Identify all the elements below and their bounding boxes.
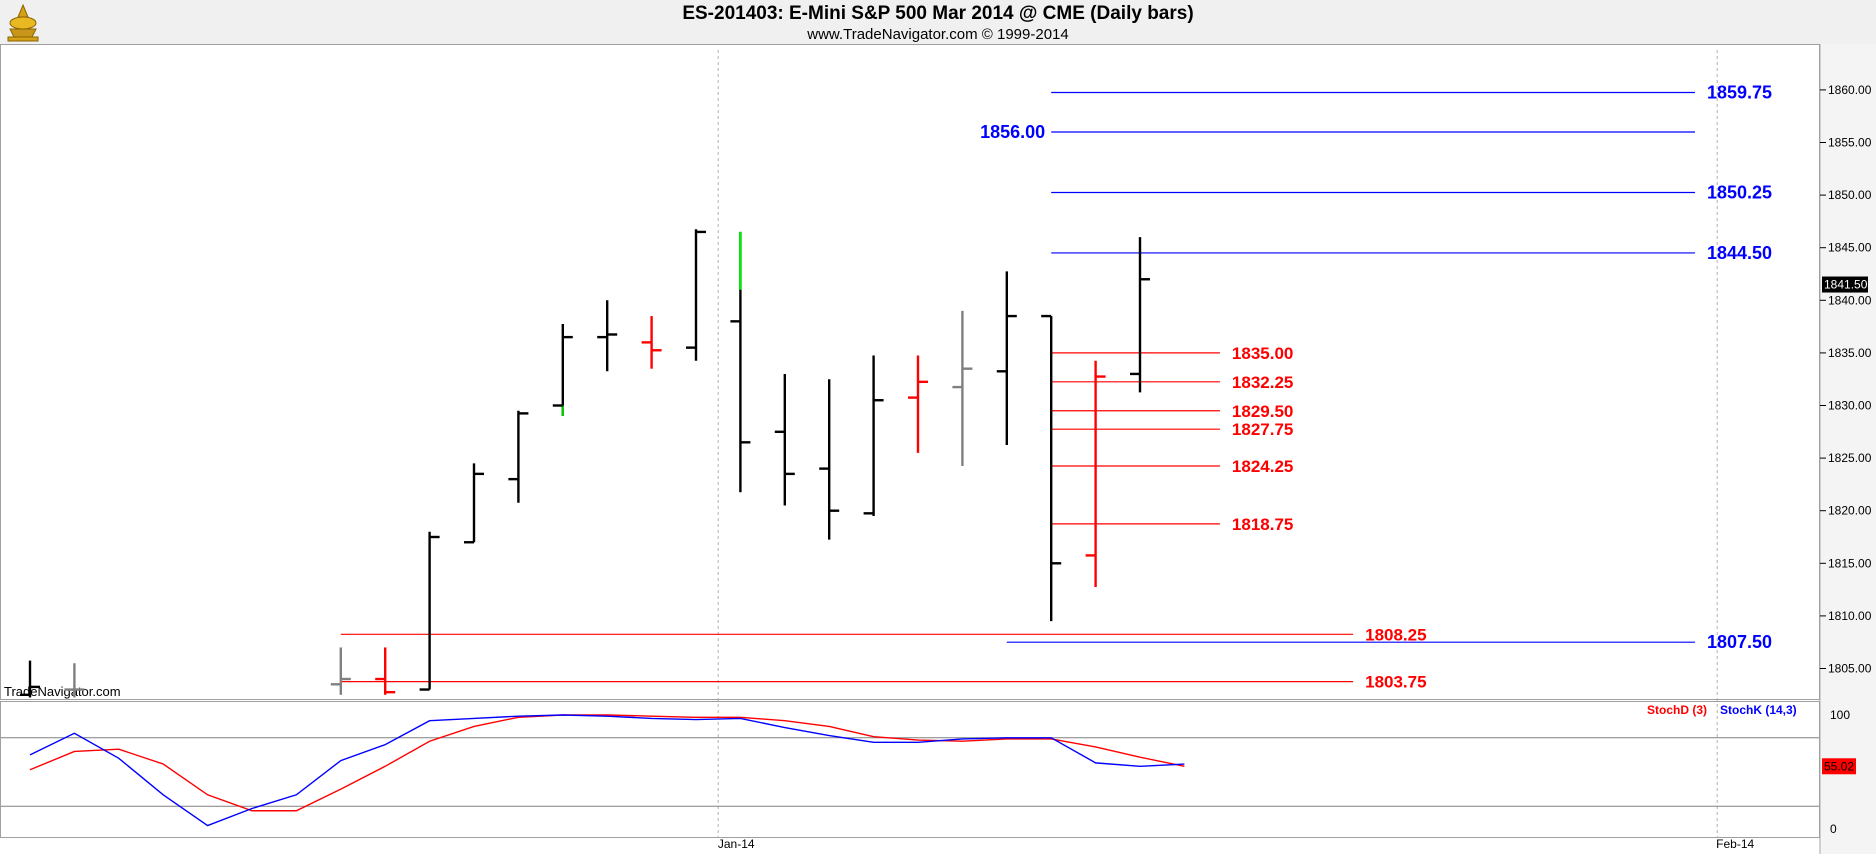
x-tick-label: Jan-14 xyxy=(718,837,755,851)
chart-title: ES-201403: E-Mini S&P 500 Mar 2014 @ CME… xyxy=(682,3,1194,24)
level-label: 1832.25 xyxy=(1232,373,1293,392)
ohlc-bar xyxy=(552,323,573,417)
level-label: 1859.75 xyxy=(1707,83,1772,103)
ohlc-bar xyxy=(908,355,928,453)
ohlc-bar xyxy=(1130,237,1150,393)
ohlc-bar xyxy=(641,316,662,369)
level-label: 1824.25 xyxy=(1232,457,1293,476)
stoch-y-tick-label: 0 xyxy=(1830,822,1837,836)
ohlc-bar xyxy=(1041,314,1062,622)
ohlc-bar xyxy=(863,355,884,516)
ohlc-bar xyxy=(64,663,85,698)
ohlc-bar xyxy=(774,373,795,506)
ohlc-bar xyxy=(819,379,840,540)
level-label: 1835.00 xyxy=(1232,344,1293,363)
y-tick-label: 1855.00 xyxy=(1828,136,1872,150)
chart-subtitle: www.TradeNavigator.com © 1999-2014 xyxy=(807,26,1069,43)
stochastic-pane[interactable] xyxy=(0,701,1820,838)
level-label: 1829.50 xyxy=(1232,402,1293,421)
y-tick-label: 1820.00 xyxy=(1828,504,1872,518)
stoch-last-value-tag xyxy=(1822,758,1856,775)
y-tick-label: 1845.00 xyxy=(1828,241,1872,255)
last-price-tag xyxy=(1822,276,1868,293)
watermark-text: TradeNavigator.com xyxy=(4,684,121,699)
y-tick-label: 1840.00 xyxy=(1828,293,1872,307)
y-tick-label: 1835.00 xyxy=(1828,346,1872,360)
ohlc-bar xyxy=(419,531,440,691)
ohlc-bar xyxy=(508,410,529,503)
y-tick-label: 1815.00 xyxy=(1828,556,1872,570)
ohlc-bar xyxy=(464,463,484,544)
price-axis-strip xyxy=(1821,44,1876,854)
gold-trophy-icon xyxy=(4,3,42,43)
y-tick-label: 1830.00 xyxy=(1828,399,1872,413)
y-tick-label: 1825.00 xyxy=(1828,451,1872,465)
header-band xyxy=(0,0,1876,44)
stoch-y-tick-label: 100 xyxy=(1830,708,1850,722)
level-label: 1803.75 xyxy=(1365,673,1426,692)
ohlc-bar xyxy=(996,271,1017,445)
ohlc-bar xyxy=(375,647,396,695)
ohlc-bar xyxy=(730,231,751,493)
ohlc-bar xyxy=(20,660,40,698)
y-tick-label: 1810.00 xyxy=(1828,609,1872,623)
last-price-label: 1841.50 xyxy=(1824,278,1868,292)
ohlc-bar xyxy=(597,300,618,372)
ohlc-bar xyxy=(952,310,973,466)
level-label: 1827.75 xyxy=(1232,420,1293,439)
y-tick-label: 1805.00 xyxy=(1828,662,1872,676)
level-label: 1844.50 xyxy=(1707,243,1772,263)
ohlc-bar xyxy=(686,229,706,361)
x-tick-label: Feb-14 xyxy=(1716,837,1754,851)
legend-stoch-d: StochD (3) xyxy=(1647,703,1707,717)
y-tick-label: 1860.00 xyxy=(1828,83,1872,97)
level-label: 1850.25 xyxy=(1707,182,1772,202)
legend-stoch-k: StochK (14,3) xyxy=(1720,703,1797,717)
stoch-series-line xyxy=(29,714,1185,812)
ohlc-bar xyxy=(1085,360,1106,587)
stoch-last-value-label: 55.02 xyxy=(1824,759,1854,773)
stoch-series-line xyxy=(29,714,1185,827)
level-label: 1856.00 xyxy=(980,122,1045,142)
level-label: 1818.75 xyxy=(1232,515,1293,534)
ohlc-bar xyxy=(330,647,351,695)
level-label: 1807.50 xyxy=(1707,632,1772,652)
price-pane[interactable] xyxy=(0,44,1820,700)
level-label: 1808.25 xyxy=(1365,625,1426,644)
y-tick-label: 1850.00 xyxy=(1828,188,1872,202)
